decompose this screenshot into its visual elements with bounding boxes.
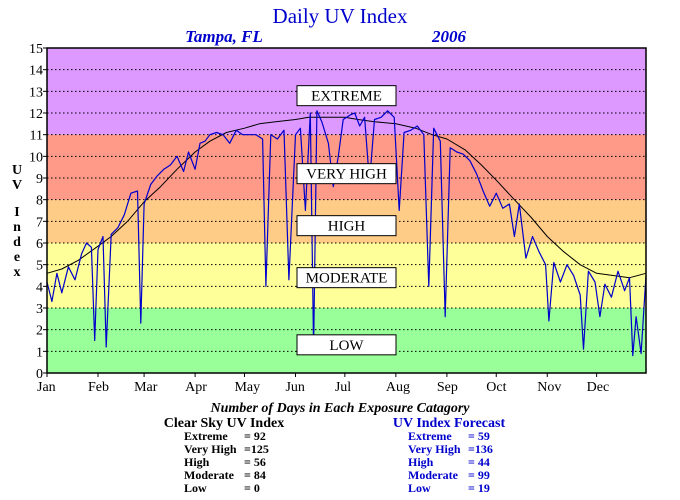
count-label: Extreme: [408, 429, 452, 443]
y-axis-label-char: n: [13, 220, 21, 235]
count-value: = 92: [244, 429, 266, 443]
x-tick-label: Nov: [537, 380, 561, 395]
summary-title: Number of Days in Each Exposure Catagory: [209, 401, 470, 416]
band-label-very-high: VERY HIGH: [306, 167, 387, 183]
y-tick-label: 6: [36, 237, 43, 252]
count-value: = 59: [468, 429, 490, 443]
y-tick-label: 2: [36, 324, 43, 339]
y-tick-label: 10: [29, 150, 43, 165]
band-label-extreme: EXTREME: [311, 89, 382, 105]
count-label: Low: [184, 481, 207, 495]
series-clear-sky-uv-index: [46, 116, 647, 279]
chart-subtitle-year: 2006: [431, 27, 467, 46]
count-value: = 99: [468, 468, 490, 482]
x-tick-label: Dec: [587, 380, 610, 395]
count-label: Extreme: [184, 429, 228, 443]
y-tick-label: 0: [36, 367, 43, 382]
count-value: = 0: [244, 481, 260, 495]
band-labels: EXTREME VERY HIGH HIGH MODERATE LOW: [296, 85, 397, 356]
band-label-low: LOW: [329, 338, 364, 354]
count-label: Very High: [408, 442, 461, 456]
y-tick-label: 13: [29, 85, 43, 100]
x-tick-label: Oct: [486, 380, 506, 395]
chart-title: Daily UV Index: [273, 4, 408, 28]
x-tick-label: Feb: [88, 380, 109, 395]
y-tick-label: 7: [36, 215, 43, 230]
y-tick-label: 4: [36, 280, 43, 295]
y-tick-label: 3: [36, 302, 43, 317]
band-label-box-high: [296, 215, 397, 237]
band-label-high: HIGH: [328, 219, 366, 235]
x-tick-label: Sep: [437, 380, 458, 395]
y-tick-label: 15: [29, 42, 43, 57]
count-value: = 44: [468, 455, 490, 469]
y-tick-label: 8: [36, 194, 43, 209]
y-tick-label: 11: [30, 129, 43, 144]
series-uv-index-forecast: [46, 110, 647, 357]
y-tick-label: 5: [36, 259, 43, 274]
clear-sky-title: Clear Sky UV Index: [164, 416, 284, 431]
band-label-box-very-high: [296, 163, 397, 185]
clear-sky-counts: Extreme = 92 Very High =125 High = 56 Moderate…: [184, 429, 269, 495]
count-label: Very High: [184, 442, 237, 456]
count-value: =125: [244, 442, 269, 456]
count-value: = 56: [244, 455, 266, 469]
y-axis-label-char: I: [14, 205, 19, 220]
count-label: High: [184, 455, 210, 469]
count-label: Moderate: [408, 468, 459, 482]
y-axis-label-char: V: [12, 178, 22, 193]
forecast-counts: Extreme = 59 Very High =136 High = 44 Moderate…: [408, 429, 493, 495]
band-label-moderate: MODERATE: [306, 271, 388, 287]
x-tick-label: Jun: [285, 380, 304, 395]
plot-frame: [46, 47, 647, 374]
y-axis-label-char: d: [13, 235, 21, 250]
y-axis-label-char: U: [12, 163, 22, 178]
chart-subtitle-location: Tampa, FL: [185, 27, 263, 46]
count-label: Low: [408, 481, 431, 495]
y-axis-label-char: e: [14, 250, 20, 265]
x-tick-label: Aug: [386, 380, 410, 395]
x-axis-ticks: Jan Feb Mar Apr May Jun Jul Aug Sep Oct Nov Dec: [37, 373, 609, 395]
count-label: High: [408, 455, 434, 469]
y-axis-label-char: x: [14, 265, 21, 280]
x-tick-label: Jan: [37, 380, 56, 395]
band-label-box-low: [296, 334, 397, 356]
count-value: =136: [468, 442, 493, 456]
x-tick-label: Mar: [134, 380, 158, 395]
series-lines: [46, 110, 647, 357]
count-label: Moderate: [184, 468, 235, 482]
y-tick-label: 12: [29, 107, 43, 122]
x-tick-label: May: [234, 380, 260, 395]
forecast-title: UV Index Forecast: [393, 416, 506, 431]
count-value: = 84: [244, 468, 266, 482]
x-tick-label: Apr: [185, 380, 207, 395]
y-tick-label: 14: [29, 64, 43, 79]
y-tick-label: 1: [36, 345, 43, 360]
y-tick-label: 9: [36, 172, 43, 187]
band-label-box-moderate: [296, 267, 397, 289]
band-label-box-extreme: [296, 85, 397, 107]
x-tick-label: Jul: [335, 380, 351, 395]
count-value: = 19: [468, 481, 490, 495]
